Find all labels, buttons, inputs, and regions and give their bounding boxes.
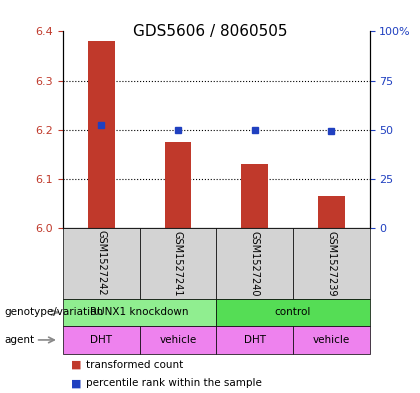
Text: ■: ■ (71, 360, 82, 369)
Bar (88, 41, 115, 228)
Text: ■: ■ (71, 378, 82, 388)
Text: GSM1527239: GSM1527239 (326, 231, 336, 296)
Text: GSM1527242: GSM1527242 (96, 231, 106, 296)
Text: GSM1527241: GSM1527241 (173, 231, 183, 296)
Text: DHT: DHT (90, 335, 112, 345)
Text: GDS5606 / 8060505: GDS5606 / 8060505 (133, 24, 287, 39)
Bar (165, 142, 192, 228)
Text: RUNX1 knockdown: RUNX1 knockdown (90, 307, 189, 318)
Text: vehicle: vehicle (159, 335, 197, 345)
Bar (318, 196, 345, 228)
Text: control: control (275, 307, 311, 318)
Text: GSM1527240: GSM1527240 (249, 231, 260, 296)
Text: DHT: DHT (244, 335, 265, 345)
Text: genotype/variation: genotype/variation (4, 307, 103, 318)
Text: percentile rank within the sample: percentile rank within the sample (86, 378, 262, 388)
Text: transformed count: transformed count (86, 360, 184, 369)
Text: vehicle: vehicle (312, 335, 350, 345)
Text: agent: agent (4, 335, 34, 345)
Bar (241, 164, 268, 228)
